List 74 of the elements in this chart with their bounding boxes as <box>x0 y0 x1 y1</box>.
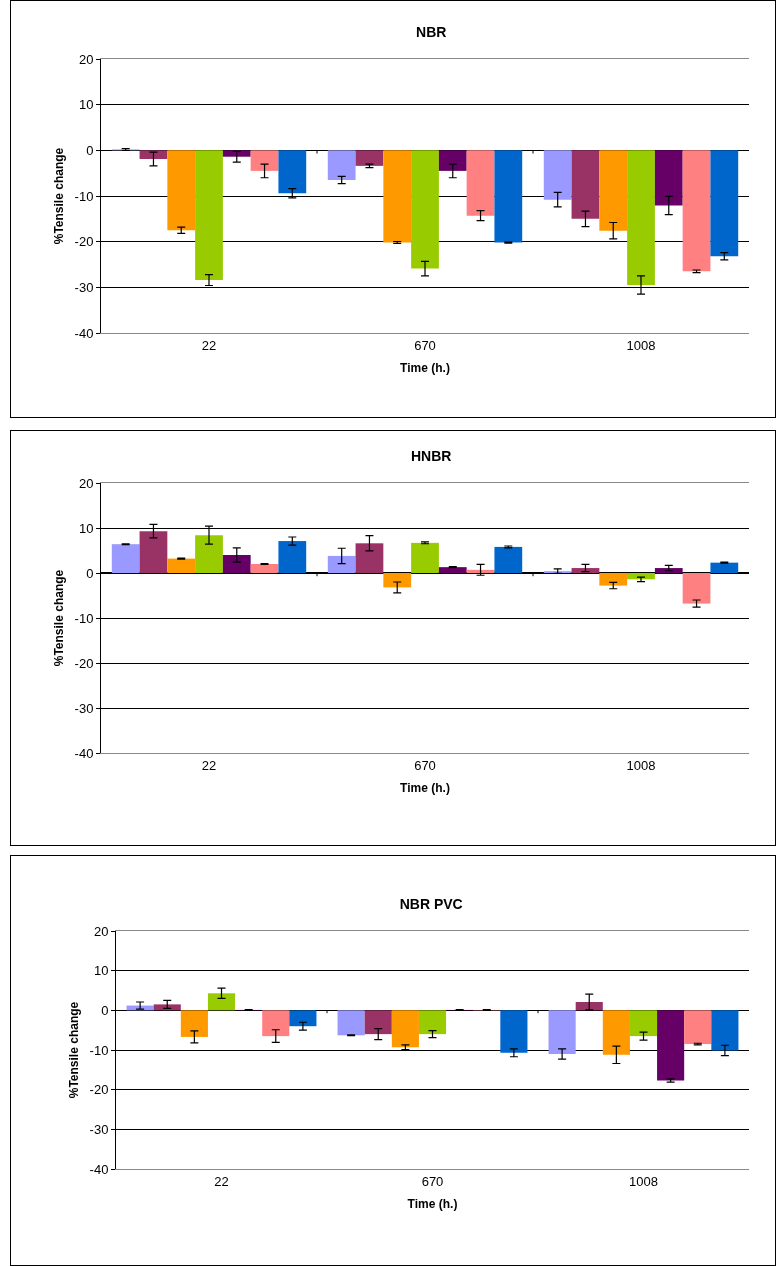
y-tick-label: -40 <box>74 325 94 341</box>
bar <box>262 1010 290 1037</box>
x-tick-label: 670 <box>421 1173 444 1189</box>
bar <box>195 535 223 573</box>
bar <box>207 993 236 1011</box>
chart-title: NBR PVC <box>399 896 463 912</box>
y-tick-label: 0 <box>86 565 94 581</box>
bar <box>682 573 711 604</box>
bar <box>684 1010 712 1045</box>
bar <box>111 544 140 573</box>
bar <box>711 1010 739 1051</box>
bar <box>139 531 168 573</box>
x-tick-label: 1008 <box>629 1173 658 1189</box>
bar <box>710 562 739 573</box>
bar <box>167 558 196 573</box>
x-axis-title: Time (h.) <box>407 1197 458 1212</box>
y-tick-label: -30 <box>74 279 94 295</box>
y-tick-label: 0 <box>101 1002 109 1018</box>
bar <box>153 1004 181 1011</box>
y-tick-label: -20 <box>74 655 94 671</box>
bar <box>629 1010 658 1037</box>
bar <box>250 564 279 573</box>
y-tick-label: 20 <box>93 923 109 939</box>
x-tick-label: 22 <box>201 337 217 353</box>
x-tick-label: 1008 <box>626 337 656 353</box>
y-tick-label: -10 <box>74 188 94 204</box>
y-axis-title: %Tensile change <box>51 147 66 245</box>
y-tick-label: 0 <box>86 142 94 158</box>
y-tick-label: -30 <box>89 1121 109 1137</box>
bar <box>438 567 467 573</box>
y-tick-label: 20 <box>78 51 94 67</box>
y-axis-title: %Tensile change <box>51 569 66 667</box>
y-tick-label: -10 <box>74 610 94 626</box>
bar <box>278 541 307 573</box>
x-axis-title: Time (h.) <box>400 781 450 796</box>
chart-title: HNBR <box>410 448 452 464</box>
y-tick-label: -20 <box>74 234 94 250</box>
x-axis-title: Time (h.) <box>400 361 450 376</box>
bar <box>599 573 628 586</box>
x-tick-label: 1008 <box>626 757 656 773</box>
y-tick-label: -30 <box>74 700 94 716</box>
bar <box>383 573 412 588</box>
bar <box>180 1010 208 1037</box>
x-tick-label: 22 <box>201 757 217 773</box>
x-tick-label: 22 <box>214 1173 229 1189</box>
y-tick-label: -10 <box>89 1042 109 1058</box>
y-tick-label: -40 <box>74 745 94 761</box>
bar <box>494 546 523 573</box>
bar <box>654 568 683 573</box>
y-tick-label: 10 <box>78 97 94 113</box>
bar <box>602 1010 630 1055</box>
bar <box>337 1010 365 1036</box>
y-tick-label: 20 <box>78 475 94 491</box>
x-tick-label: 670 <box>414 757 436 773</box>
bar <box>411 542 439 573</box>
bar <box>327 555 356 573</box>
bar <box>466 569 495 573</box>
y-tick-label: 10 <box>78 520 94 536</box>
bar <box>548 1010 576 1054</box>
bar <box>657 1010 685 1081</box>
chart-title: NBR <box>416 24 447 40</box>
bar <box>355 543 384 573</box>
y-tick-label: -20 <box>89 1082 109 1098</box>
bar <box>571 568 600 573</box>
y-tick-label: -40 <box>89 1161 109 1177</box>
bar <box>418 1010 447 1035</box>
y-tick-label: 10 <box>93 963 109 979</box>
bar <box>289 1010 317 1027</box>
bar <box>222 555 251 573</box>
x-tick-label: 670 <box>414 337 436 353</box>
bar <box>364 1010 392 1035</box>
y-axis-title: %Tensile change <box>66 1001 81 1099</box>
bar <box>500 1010 528 1053</box>
bar <box>391 1010 419 1048</box>
